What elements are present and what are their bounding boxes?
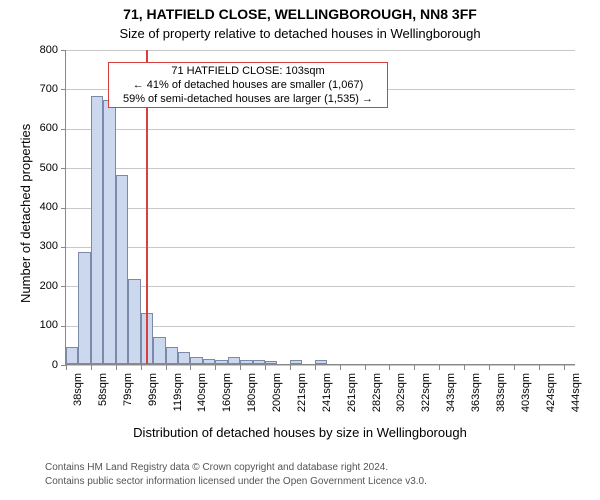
x-tick-mark [564, 365, 565, 370]
x-tick-mark [514, 365, 515, 370]
x-tick-label: 221sqm [296, 373, 308, 423]
y-tick-mark [61, 168, 66, 169]
chart-title: 71, HATFIELD CLOSE, WELLINGBOROUGH, NN8 … [0, 6, 600, 22]
x-tick-mark [66, 365, 67, 370]
x-tick-label: 241sqm [321, 373, 333, 423]
x-tick-mark [290, 365, 291, 370]
x-tick-mark [365, 365, 366, 370]
annotation-line-2: ← 41% of detached houses are smaller (1,… [113, 79, 383, 93]
y-tick-label: 300 [26, 240, 58, 252]
y-tick-label: 100 [26, 319, 58, 331]
histogram-bar [228, 357, 240, 364]
grid-line [66, 208, 575, 209]
x-tick-label: 424sqm [545, 373, 557, 423]
x-tick-mark [215, 365, 216, 370]
y-tick-label: 400 [26, 201, 58, 213]
y-tick-label: 0 [26, 359, 58, 371]
x-tick-label: 282sqm [371, 373, 383, 423]
histogram-bar [103, 100, 115, 364]
histogram-bar [265, 361, 277, 364]
x-tick-label: 99sqm [147, 373, 159, 423]
histogram-bar [66, 347, 78, 364]
y-tick-mark [61, 326, 66, 327]
x-tick-mark [539, 365, 540, 370]
grid-line [66, 50, 575, 51]
y-tick-mark [61, 129, 66, 130]
histogram-bar [91, 96, 103, 364]
x-tick-mark [315, 365, 316, 370]
histogram-bar [215, 360, 227, 364]
x-tick-mark [240, 365, 241, 370]
x-tick-mark [464, 365, 465, 370]
x-tick-label: 403sqm [520, 373, 532, 423]
x-tick-label: 38sqm [72, 373, 84, 423]
chart-subtitle: Size of property relative to detached ho… [0, 26, 600, 41]
histogram-bar [166, 347, 178, 364]
x-tick-label: 383sqm [495, 373, 507, 423]
x-tick-mark [439, 365, 440, 370]
chart-container: { "title": "71, HATFIELD CLOSE, WELLINGB… [0, 0, 600, 500]
x-tick-label: 322sqm [420, 373, 432, 423]
y-tick-mark [61, 208, 66, 209]
y-tick-label: 700 [26, 83, 58, 95]
grid-line [66, 286, 575, 287]
y-tick-mark [61, 89, 66, 90]
x-tick-mark [340, 365, 341, 370]
x-tick-label: 180sqm [246, 373, 258, 423]
grid-line [66, 129, 575, 130]
x-tick-mark [190, 365, 191, 370]
annotation-box: 71 HATFIELD CLOSE: 103sqm ← 41% of detac… [108, 62, 388, 108]
x-tick-mark [91, 365, 92, 370]
histogram-bar [128, 279, 140, 364]
x-tick-label: 79sqm [122, 373, 134, 423]
footer-line-2: Contains public sector information licen… [45, 476, 427, 487]
x-tick-label: 302sqm [395, 373, 407, 423]
y-tick-label: 600 [26, 122, 58, 134]
histogram-bar [153, 337, 165, 364]
x-tick-label: 261sqm [346, 373, 358, 423]
histogram-bar [240, 360, 252, 364]
footer-line-1: Contains HM Land Registry data © Crown c… [45, 462, 388, 473]
x-tick-mark [116, 365, 117, 370]
annotation-line-3: 59% of semi-detached houses are larger (… [113, 93, 383, 107]
annotation-line-1: 71 HATFIELD CLOSE: 103sqm [113, 65, 383, 79]
histogram-bar [78, 252, 90, 364]
x-tick-mark [265, 365, 266, 370]
x-tick-mark [141, 365, 142, 370]
y-tick-mark [61, 286, 66, 287]
x-tick-label: 363sqm [470, 373, 482, 423]
y-tick-label: 200 [26, 280, 58, 292]
x-tick-label: 343sqm [445, 373, 457, 423]
x-tick-label: 58sqm [97, 373, 109, 423]
x-tick-mark [489, 365, 490, 370]
y-tick-label: 800 [26, 44, 58, 56]
x-tick-mark [414, 365, 415, 370]
y-tick-label: 500 [26, 162, 58, 174]
x-tick-label: 444sqm [570, 373, 582, 423]
grid-line [66, 365, 575, 366]
histogram-bar [203, 359, 215, 365]
x-axis-label: Distribution of detached houses by size … [0, 425, 600, 440]
x-tick-label: 140sqm [196, 373, 208, 423]
x-tick-mark [389, 365, 390, 370]
histogram-bar [315, 360, 327, 364]
y-tick-mark [61, 247, 66, 248]
histogram-bar [116, 175, 128, 364]
x-tick-label: 160sqm [221, 373, 233, 423]
histogram-bar [290, 360, 302, 364]
histogram-bar [190, 357, 202, 364]
grid-line [66, 247, 575, 248]
histogram-bar [253, 360, 265, 364]
x-tick-label: 200sqm [271, 373, 283, 423]
y-tick-mark [61, 50, 66, 51]
grid-line [66, 168, 575, 169]
x-tick-mark [166, 365, 167, 370]
x-tick-label: 119sqm [172, 373, 184, 423]
histogram-bar [178, 352, 190, 364]
